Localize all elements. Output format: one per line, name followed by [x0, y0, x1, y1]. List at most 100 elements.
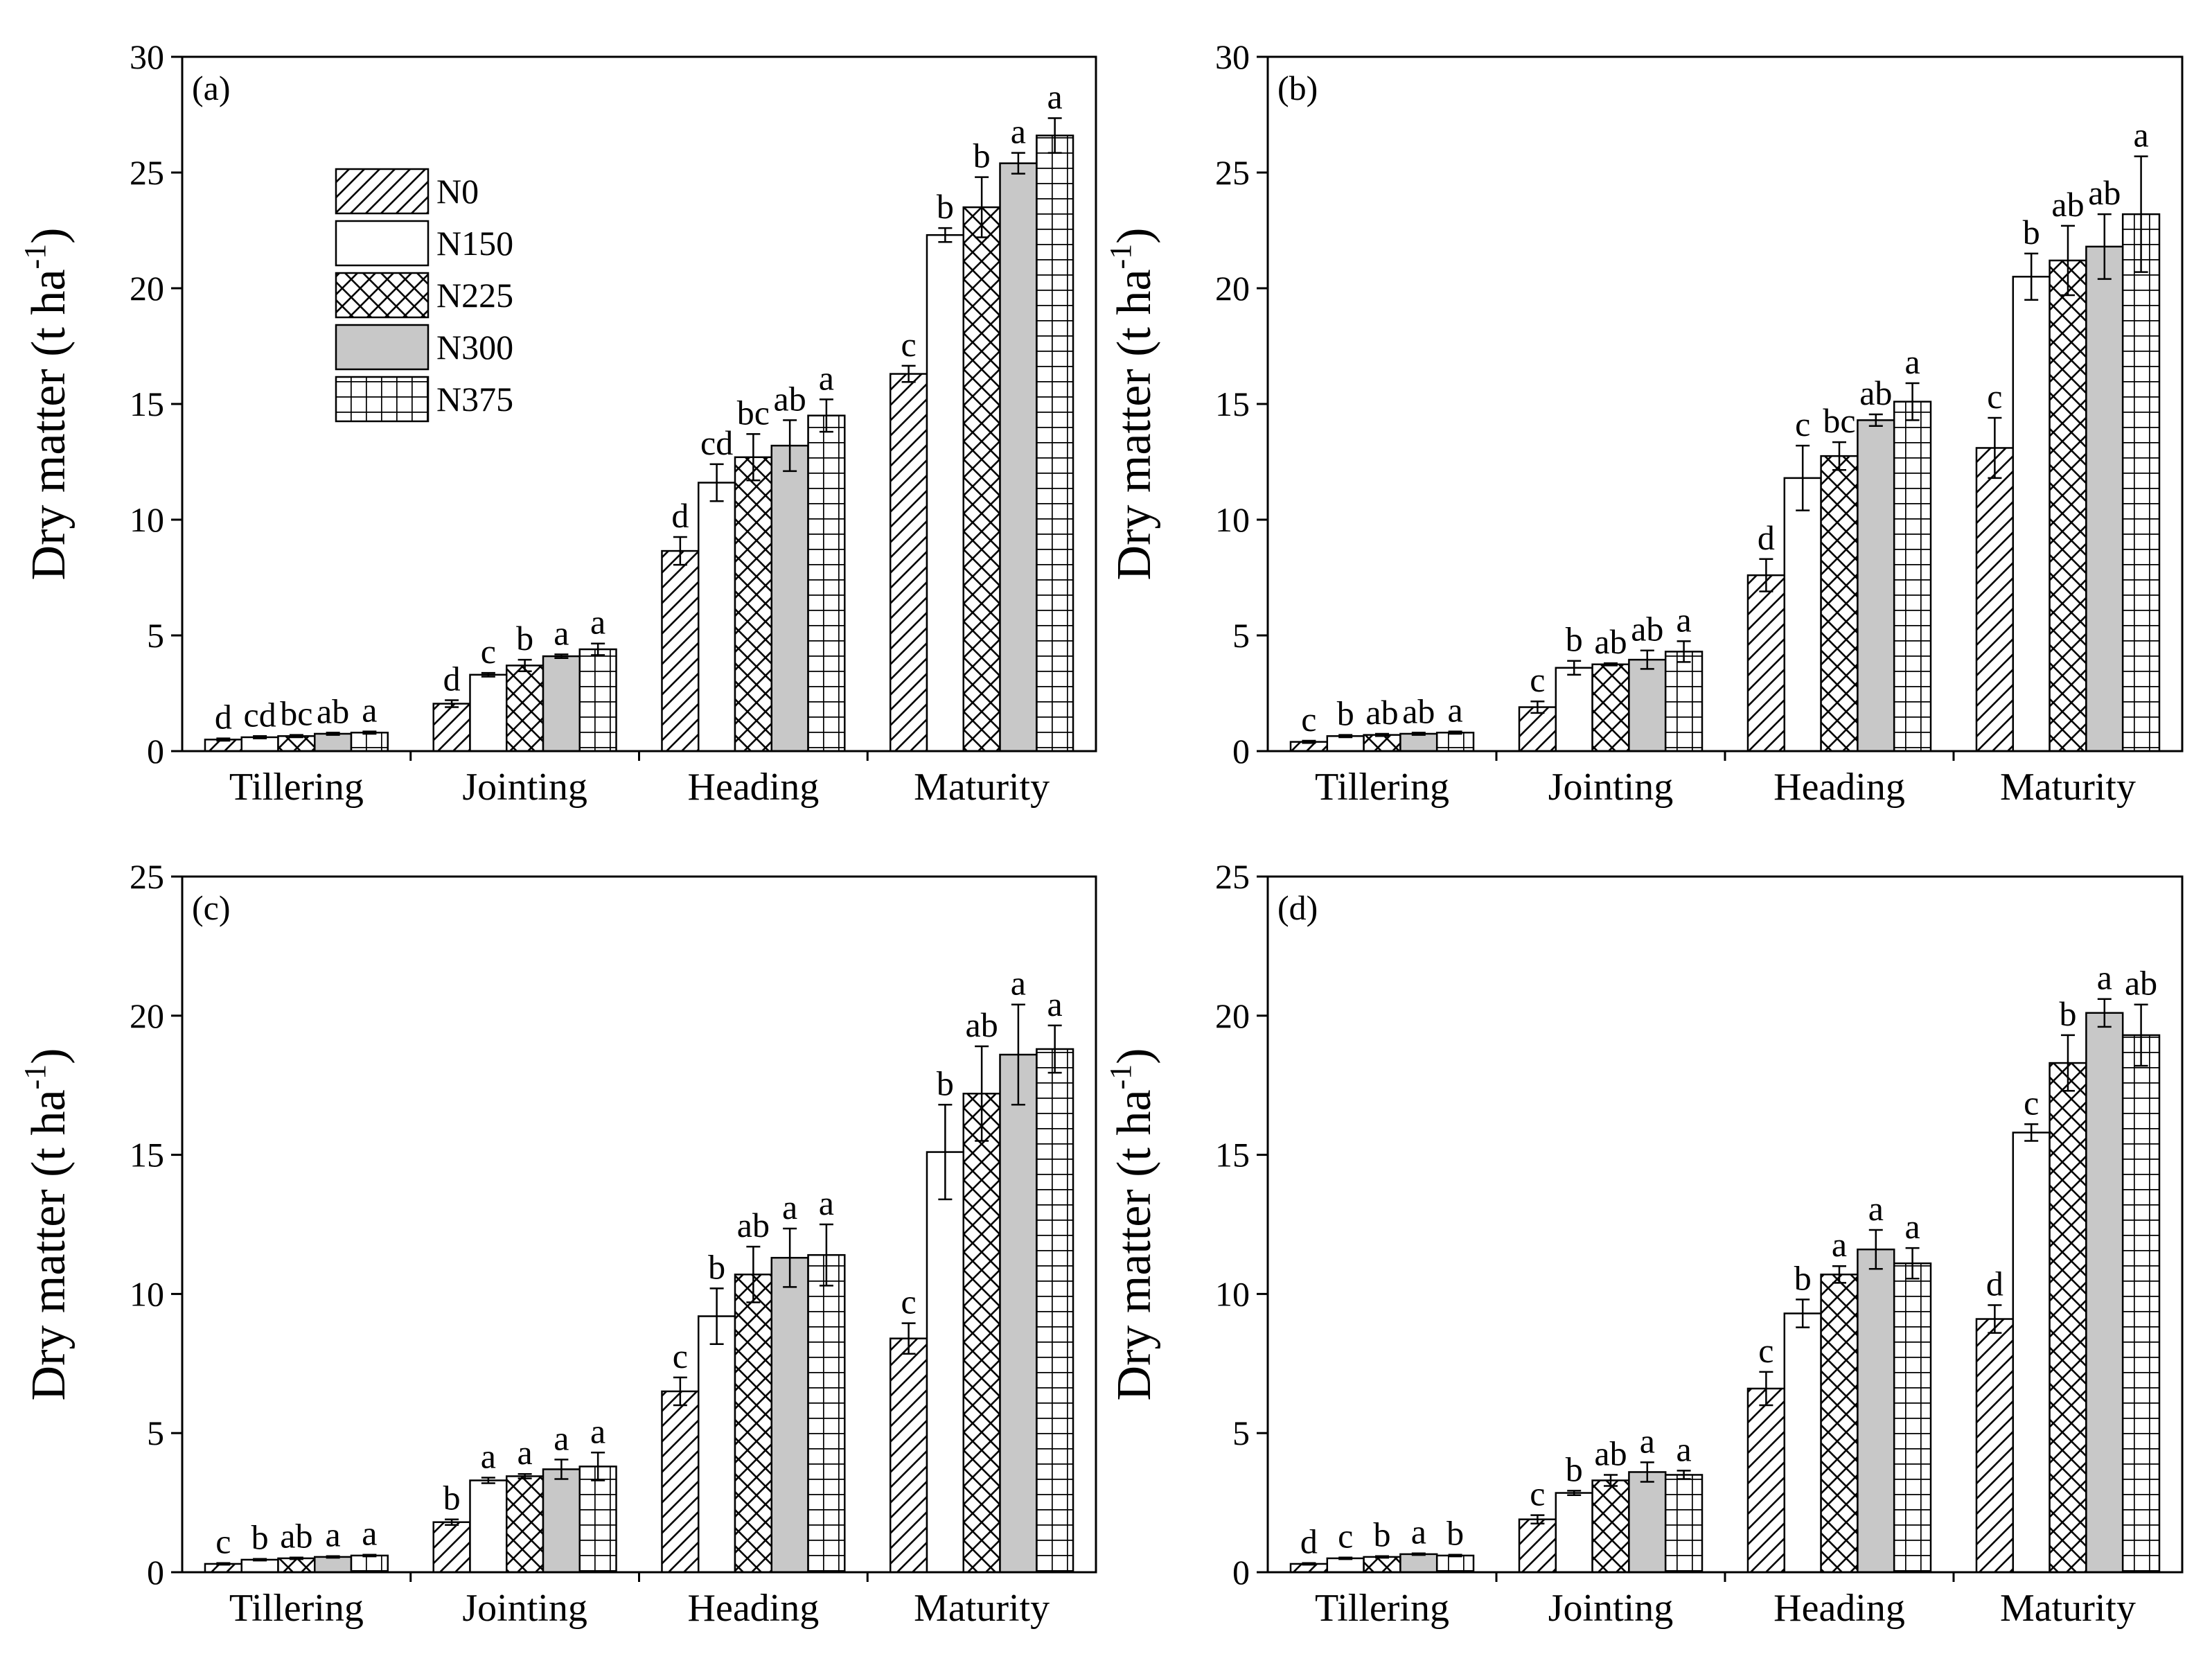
x-tick-label: Maturity	[2000, 766, 2136, 809]
significance-letter: a	[1047, 985, 1063, 1023]
significance-letter: ab	[1594, 622, 1627, 661]
significance-letter: b	[1794, 1258, 1812, 1297]
significance-letter: a	[819, 358, 834, 397]
error-bar	[1567, 660, 1582, 676]
significance-letter: ab	[2051, 185, 2084, 224]
bar-n225-tillering	[1363, 734, 1401, 753]
y-tick-label: 15	[130, 385, 164, 423]
legend-item-n375: N375	[335, 376, 513, 423]
x-tick-label: Heading	[1773, 1587, 1905, 1630]
significance-letter: b	[937, 1064, 954, 1102]
error-bar	[1832, 441, 1846, 471]
significance-letter: d	[1986, 1264, 2003, 1303]
y-tick-label: 30	[1215, 37, 1250, 76]
significance-letter: c	[673, 1337, 688, 1375]
panel-label: (a)	[192, 69, 231, 107]
error-bar	[901, 1322, 916, 1355]
error-bar	[1047, 117, 1062, 154]
error-bar	[362, 1554, 377, 1558]
significance-letter: a	[1676, 1429, 1691, 1468]
significance-letter: a	[1904, 342, 1920, 381]
error-bar	[2097, 998, 2112, 1028]
y-tick-label: 5	[147, 1414, 164, 1452]
legend-swatch	[335, 376, 430, 423]
error-bar	[1011, 152, 1025, 175]
significance-letter: b	[2060, 994, 2077, 1033]
error-bar	[1988, 1304, 2002, 1334]
significance-letter: ab	[1402, 692, 1435, 730]
bar-n375-maturity	[1036, 134, 1074, 753]
significance-letter: bc	[1823, 401, 1855, 440]
significance-letter: a	[590, 1411, 605, 1450]
error-bar	[1411, 732, 1426, 736]
y-tick-label: 20	[130, 269, 164, 308]
error-bar	[1868, 1229, 1883, 1270]
bar-n375-tillering	[350, 732, 389, 753]
error-bar	[289, 734, 303, 739]
y-tick-label: 10	[130, 500, 164, 539]
bar-n0-heading	[1746, 574, 1786, 753]
significance-letter: ab	[280, 1517, 312, 1556]
bar-n0-maturity	[889, 373, 928, 753]
x-tick-label: Jointing	[462, 766, 587, 809]
bar-n225-jointing	[1591, 1479, 1630, 1574]
error-bar	[1411, 1552, 1426, 1556]
significance-letter: a	[1676, 600, 1691, 639]
error-bar	[1640, 1461, 1654, 1483]
bar-n225-maturity	[962, 206, 1001, 753]
y-tick-label: 25	[130, 857, 164, 896]
error-bar	[1375, 732, 1389, 737]
bar-n0-heading	[661, 1390, 700, 1574]
x-tick-label: Jointing	[1548, 1587, 1673, 1630]
error-bar	[1640, 649, 1654, 670]
y-tick-label: 20	[130, 996, 164, 1035]
bar-n150-tillering	[240, 1558, 279, 1574]
error-bar	[819, 1223, 833, 1287]
error-bar	[1676, 640, 1691, 663]
error-bar	[1567, 1490, 1582, 1497]
bar-n300-jointing	[1628, 1471, 1667, 1574]
x-tick-label: Heading	[688, 1587, 820, 1630]
bar-n375-heading	[807, 1253, 846, 1574]
bar-n150-jointing	[469, 1479, 508, 1574]
error-bar	[938, 227, 953, 243]
y-tick-label: 15	[1215, 1136, 1250, 1174]
error-bar	[216, 1562, 231, 1566]
significance-letter: c	[901, 325, 917, 364]
bar-n225-maturity	[962, 1092, 1001, 1574]
bar-n225-tillering	[1363, 1556, 1401, 1574]
error-bar	[1868, 413, 1883, 427]
significance-letter: d	[1300, 1522, 1318, 1561]
bar-n300-maturity	[2085, 245, 2124, 753]
error-bar	[1676, 1470, 1691, 1480]
bar-n150-maturity	[926, 1151, 964, 1574]
x-tick-label: Jointing	[462, 1587, 587, 1630]
error-bar	[1905, 382, 1920, 421]
bar-n375-maturity	[2121, 213, 2161, 753]
significance-letter: c	[1530, 660, 1545, 699]
bar-n300-maturity	[2085, 1012, 2124, 1574]
bar-n150-heading	[697, 1315, 736, 1574]
significance-letter: ab	[317, 692, 349, 730]
significance-letter: c	[1987, 377, 2002, 416]
y-axis-title: Dry matter (t ha-1)	[18, 1048, 76, 1401]
y-tick-label: 10	[1215, 1274, 1250, 1313]
legend-item-n300: N300	[335, 324, 513, 371]
y-tick-label: 30	[130, 37, 164, 76]
significance-letter: c	[2024, 1083, 2039, 1122]
error-bar	[1302, 1562, 1316, 1566]
error-bar	[2134, 1003, 2148, 1067]
error-bar	[481, 1477, 495, 1484]
significance-letter: c	[215, 1522, 231, 1561]
bar-n150-heading	[1783, 1312, 1822, 1574]
bar-n225-heading	[1820, 1274, 1859, 1574]
significance-letter: a	[554, 1418, 569, 1457]
error-bar	[1759, 1371, 1773, 1407]
error-bar	[517, 1472, 532, 1479]
legend-swatch	[335, 220, 430, 267]
error-bar	[216, 737, 231, 742]
y-axis-title: Dry matter (t ha-1)	[18, 228, 76, 581]
